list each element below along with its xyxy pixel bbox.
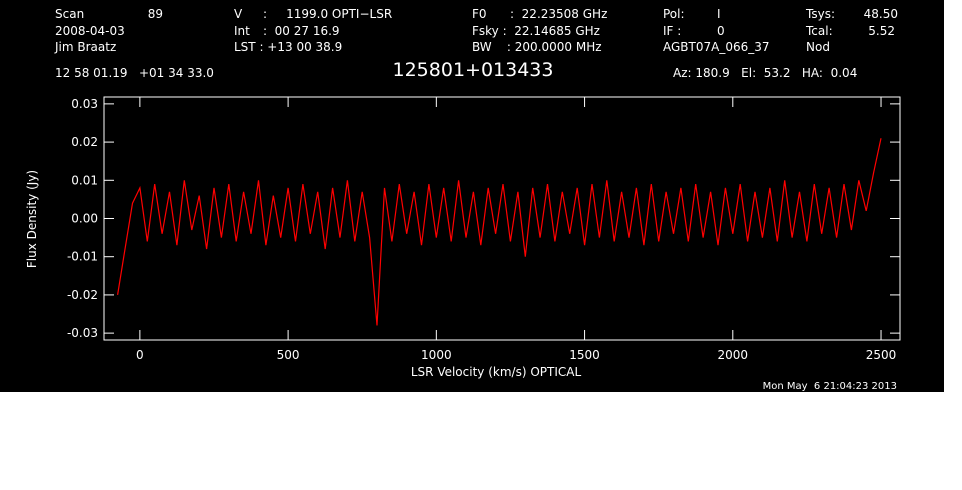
header-field: Jim Braatz xyxy=(54,40,116,54)
header-field: 5.52 xyxy=(868,24,895,38)
header-field: : 22.23508 GHz xyxy=(510,7,607,21)
header-field: : 1199.0 OPTI−LSR xyxy=(263,7,392,21)
header-field: 12 58 01.19 +01 34 33.0 xyxy=(55,66,214,80)
header-field: LST : +13 00 38.9 xyxy=(234,40,342,54)
x-tick-label: 1500 xyxy=(569,348,600,362)
header-field: 0 xyxy=(717,24,725,38)
y-tick-label: 0.03 xyxy=(71,97,98,111)
timestamp: Mon May 6 21:04:23 2013 xyxy=(763,381,897,392)
header-field: Nod xyxy=(806,40,830,54)
y-tick-label: 0.00 xyxy=(71,212,98,226)
x-tick-label: 1000 xyxy=(421,348,452,362)
spectrum-line xyxy=(117,138,882,326)
header-field: AGBT07A_066_37 xyxy=(663,40,770,54)
header-field: 48.50 xyxy=(864,7,898,21)
header-field: : 00 27 16.9 xyxy=(263,24,340,38)
header-field: Int xyxy=(234,24,250,38)
header-field: Az: 180.9 El: 53.2 HA: 0.04 xyxy=(673,66,857,80)
chart: 125801+013433 LSR Velocity (km/s) OPTICA… xyxy=(0,0,944,392)
y-tick-label: -0.03 xyxy=(67,326,98,340)
header-field: V xyxy=(234,7,243,21)
x-tick-label: 2000 xyxy=(718,348,749,362)
header-field: Pol: xyxy=(663,7,685,21)
header-field: Tsys: xyxy=(805,7,835,21)
x-tick-label: 2500 xyxy=(866,348,897,362)
y-tick-label: 0.02 xyxy=(71,135,98,149)
header-field: 2008-04-03 xyxy=(55,24,125,38)
x-tick-label: 500 xyxy=(277,348,300,362)
header-field: IF : xyxy=(663,24,681,38)
y-tick-label: -0.01 xyxy=(67,250,98,264)
x-tick-label: 0 xyxy=(136,348,144,362)
header-field: 89 xyxy=(148,7,163,21)
header-field: I xyxy=(717,7,721,21)
header-field: Tcal: xyxy=(805,24,833,38)
x-axis-label: LSR Velocity (km/s) OPTICAL xyxy=(411,365,582,379)
header-field: F0 xyxy=(472,7,487,21)
header-field: Scan xyxy=(55,7,84,21)
y-tick-label: -0.02 xyxy=(67,288,98,302)
header-field: Fsky : 22.14685 GHz xyxy=(472,24,600,38)
y-axis-label: Flux Density (Jy) xyxy=(25,170,39,268)
header-field: BW : 200.0000 MHz xyxy=(472,40,602,54)
y-tick-label: 0.01 xyxy=(71,173,98,187)
chart-title: 125801+013433 xyxy=(393,59,554,81)
